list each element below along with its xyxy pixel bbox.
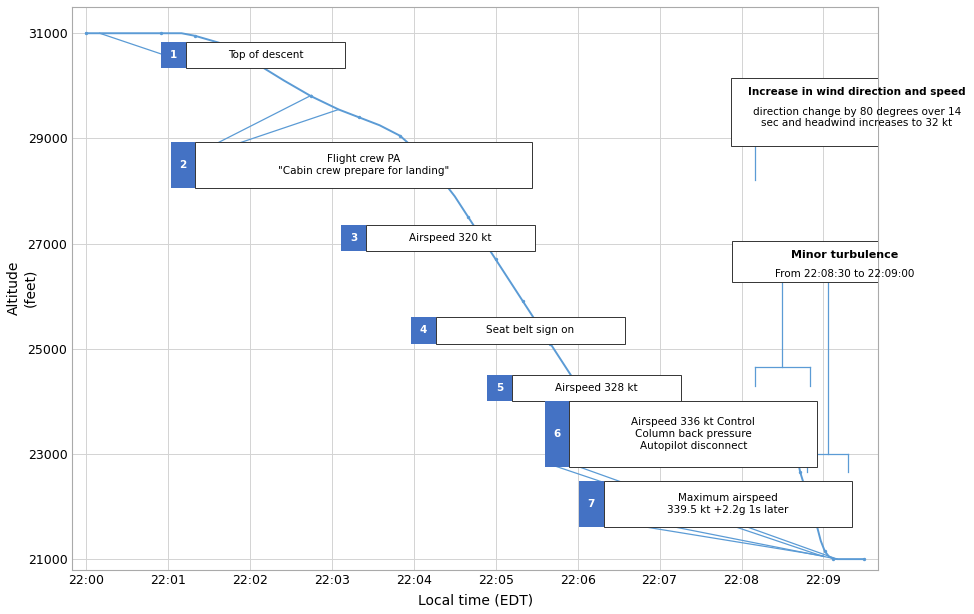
Point (817, 546, 833, 556)
FancyBboxPatch shape (570, 401, 817, 467)
Point (793, 467, 808, 477)
Text: Minor turbulence: Minor turbulence (791, 251, 898, 260)
FancyBboxPatch shape (604, 481, 851, 527)
Text: Maximum airspeed
339.5 kt +2.2g 1s later: Maximum airspeed 339.5 kt +2.2g 1s later (667, 492, 788, 515)
Point (856, 554, 872, 564)
Text: 3: 3 (350, 233, 357, 243)
Point (570, 381, 585, 391)
FancyBboxPatch shape (731, 241, 957, 282)
Point (679, 454, 694, 464)
Point (825, 554, 841, 564)
FancyBboxPatch shape (366, 225, 536, 252)
Point (153, 28, 169, 38)
FancyBboxPatch shape (161, 42, 186, 69)
Text: 6: 6 (553, 429, 561, 439)
Text: Top of descent: Top of descent (228, 50, 303, 60)
Point (597, 418, 613, 427)
FancyBboxPatch shape (730, 78, 974, 146)
Text: Seat belt sign on: Seat belt sign on (486, 325, 574, 335)
FancyBboxPatch shape (579, 481, 604, 527)
Text: 1: 1 (169, 50, 177, 60)
Point (488, 254, 504, 264)
Text: Airspeed 336 kt Control
Column back pressure
Autopilot disconnect: Airspeed 336 kt Control Column back pres… (631, 416, 756, 451)
Text: direction change by 80 degrees over 14
sec and headwind increases to 32 kt: direction change by 80 degrees over 14 s… (753, 107, 961, 128)
Point (624, 444, 640, 454)
FancyBboxPatch shape (488, 375, 512, 402)
FancyBboxPatch shape (186, 42, 345, 69)
Point (393, 131, 408, 141)
FancyBboxPatch shape (435, 317, 624, 343)
Text: Increase in wind direction and speed: Increase in wind direction and speed (748, 87, 965, 98)
Point (801, 494, 816, 503)
Point (243, 55, 258, 64)
FancyBboxPatch shape (170, 142, 195, 188)
Point (515, 297, 531, 306)
FancyBboxPatch shape (341, 225, 366, 252)
Text: From 22:08:30 to 22:09:00: From 22:08:30 to 22:09:00 (775, 270, 915, 279)
FancyBboxPatch shape (544, 401, 570, 467)
Point (304, 91, 319, 101)
Point (431, 170, 446, 180)
X-axis label: Local time (EDT): Local time (EDT) (418, 593, 533, 607)
Point (652, 452, 667, 462)
Text: Airspeed 320 kt: Airspeed 320 kt (409, 233, 492, 243)
Point (808, 520, 824, 530)
Point (543, 338, 558, 348)
Point (187, 31, 203, 41)
Text: 7: 7 (587, 499, 595, 509)
Text: Airspeed 328 kt: Airspeed 328 kt (555, 383, 638, 393)
Text: Flight crew PA
"Cabin crew prepare for landing": Flight crew PA "Cabin crew prepare for l… (278, 154, 449, 176)
Y-axis label: Altitude
(feet): Altitude (feet) (7, 261, 37, 316)
FancyBboxPatch shape (195, 142, 532, 188)
Point (774, 450, 790, 460)
Point (78, 28, 94, 38)
Point (733, 456, 749, 465)
Text: 2: 2 (179, 160, 187, 170)
Text: 4: 4 (420, 325, 427, 335)
Point (461, 212, 476, 222)
Point (352, 112, 367, 122)
Point (787, 446, 803, 456)
Text: 5: 5 (496, 383, 504, 393)
FancyBboxPatch shape (411, 317, 435, 343)
Point (781, 438, 797, 448)
FancyBboxPatch shape (512, 375, 682, 402)
Point (761, 456, 776, 465)
Point (706, 456, 722, 465)
